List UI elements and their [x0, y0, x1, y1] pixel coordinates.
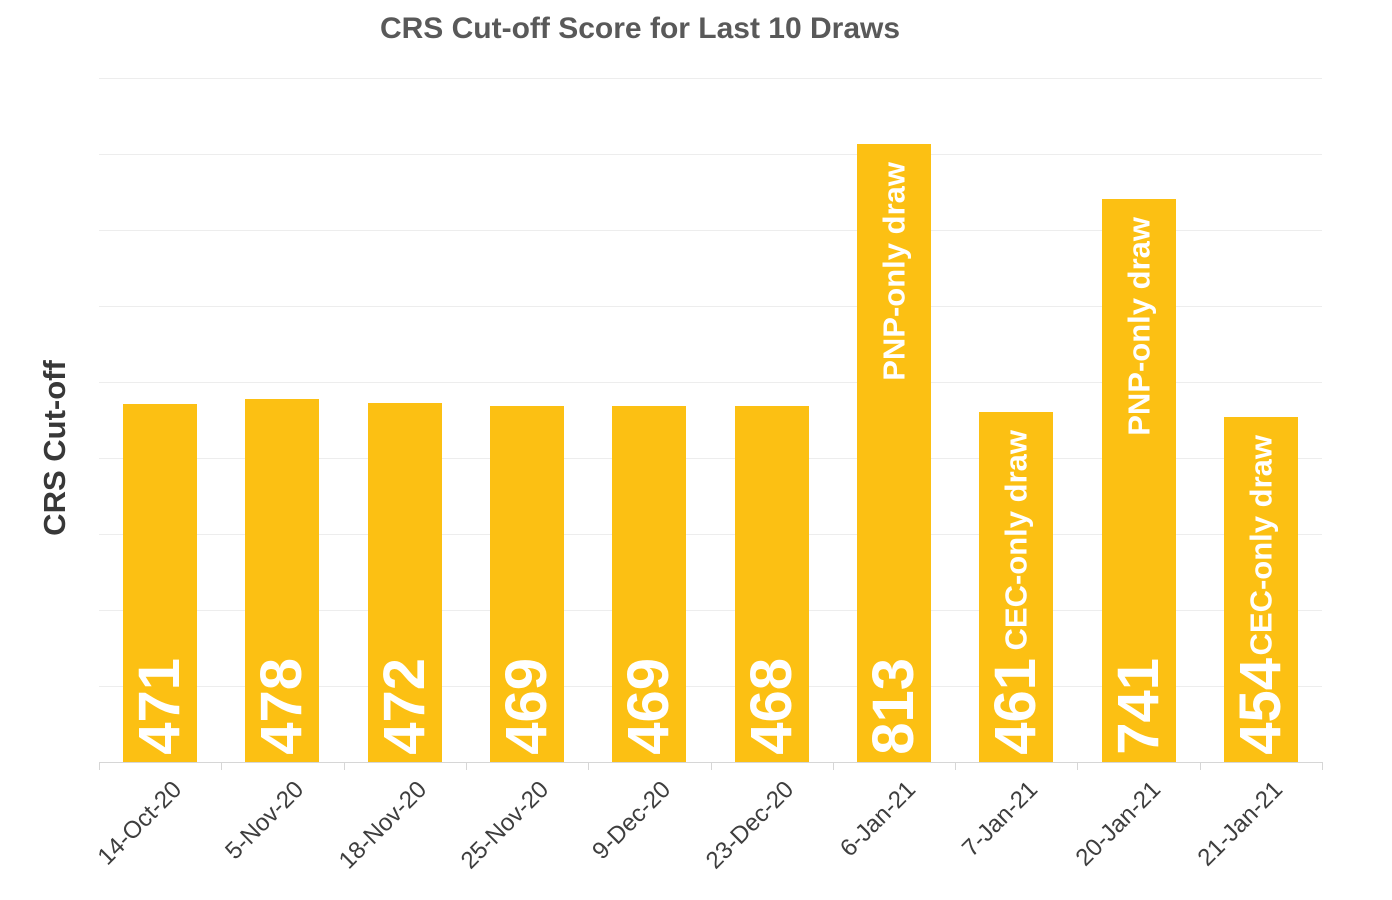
- bar-value-label: 472: [371, 658, 437, 755]
- chart-title: CRS Cut-off Score for Last 10 Draws: [379, 12, 901, 45]
- bar-value-label: 461: [983, 658, 1049, 755]
- bar-9-Dec-20: 469: [612, 405, 687, 762]
- gridline: [99, 610, 1322, 611]
- bar-5-Nov-20: 478: [245, 398, 320, 762]
- bar-25-Nov-20: 469: [490, 405, 565, 762]
- bar-annotation: PNP-only draw: [1121, 216, 1157, 436]
- bar-20-Jan-21: 741 PNP-only draw: [1101, 198, 1176, 762]
- bar-value-label: 741: [1105, 658, 1171, 755]
- bar-value-label: 813: [860, 658, 926, 755]
- bar-annotation: PNP-only draw: [876, 162, 912, 381]
- bar-annotation: CEC-only draw: [998, 429, 1034, 651]
- x-axis-tick: [832, 762, 834, 770]
- x-axis-tick: [221, 762, 223, 770]
- bar-7-Jan-21: 461 CEC-only draw: [979, 411, 1054, 762]
- bar-value-label: 478: [249, 658, 315, 755]
- gridline: [99, 382, 1322, 383]
- bar-21-Jan-21: 454 CEC-only draw: [1223, 416, 1298, 762]
- x-axis-tick: [955, 762, 957, 770]
- x-axis-tick: [1077, 762, 1079, 770]
- x-axis-tick: [1199, 762, 1201, 770]
- gridline: [99, 306, 1322, 307]
- x-axis-label: 14-Oct-20: [92, 776, 188, 871]
- gridline: [99, 534, 1322, 535]
- gridline: [99, 154, 1322, 155]
- x-axis-tick: [343, 762, 345, 770]
- bar-23-Dec-20: 468: [734, 406, 809, 762]
- bar-value-label: 471: [127, 658, 193, 755]
- bar-value-label: 468: [738, 658, 804, 755]
- x-axis-tick: [465, 762, 467, 770]
- gridline: [99, 78, 1322, 79]
- bar-value-label: 469: [616, 658, 682, 755]
- bar-value-label: 469: [494, 658, 560, 755]
- x-axis-tick: [1322, 762, 1323, 770]
- bar-6-Jan-21: 813 PNP-only draw: [856, 144, 931, 762]
- bar-14-Oct-20: 471: [123, 404, 198, 762]
- x-axis-tick: [99, 762, 100, 770]
- bar-18-Nov-20: 472: [367, 403, 442, 762]
- x-axis-tick: [710, 762, 712, 770]
- gridline: [99, 230, 1322, 231]
- bar-value-label: 454: [1227, 658, 1293, 755]
- gridline: [99, 686, 1322, 687]
- gridline: [99, 458, 1322, 459]
- x-axis-tick: [588, 762, 590, 770]
- bar-annotation: CEC-only draw: [1243, 434, 1279, 656]
